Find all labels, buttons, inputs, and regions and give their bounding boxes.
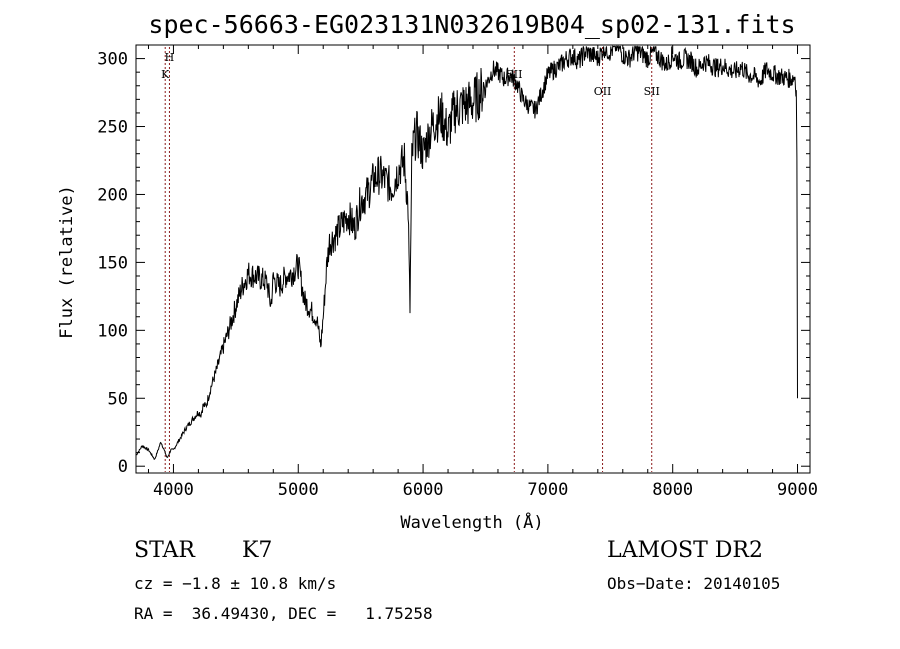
spectrum-chart: spec-56663-EG023131N032619B04_sp02-131.f… (57, 10, 818, 533)
coordinates: RA = 36.49430, DEC = 1.75258 (134, 604, 433, 623)
line-marker-label: K (161, 68, 170, 81)
line-marker-label: SII (644, 85, 660, 98)
y-tick-label: 150 (97, 253, 128, 273)
y-tick-label: 300 (97, 50, 128, 70)
line-marker-label: H (165, 51, 175, 64)
x-axis-label: Wavelength (Å) (400, 511, 543, 533)
y-tick-label: 0 (118, 457, 128, 477)
object-class: STAR (134, 538, 195, 563)
y-tick-label: 200 (97, 185, 128, 205)
y-tick-label: 50 (108, 389, 128, 409)
y-axis-label: Flux (relative) (57, 185, 77, 339)
x-tick-label: 5000 (278, 480, 319, 500)
survey-label: LAMOST DR2 (607, 538, 763, 563)
spectrum-series-line (135, 45, 798, 461)
y-tick-label: 100 (97, 321, 128, 341)
observation-date: Obs−Date: 20140105 (607, 574, 781, 593)
x-tick-label: 6000 (403, 480, 444, 500)
object-subclass: K7 (242, 538, 273, 563)
x-tick-label: 9000 (777, 480, 818, 500)
y-tick-label: 250 (97, 118, 128, 138)
x-tick-label: 4000 (153, 480, 194, 500)
plot-area: 4000 5000 6000 7000 8000 9000 0 50 100 150 200 250 3… (97, 44, 818, 500)
chart-title: spec-56663-EG023131N032619B04_sp02-131.f… (148, 10, 795, 39)
redshift-cz: cz = −1.8 ± 10.8 km/s (134, 574, 337, 593)
line-marker-label: OII (594, 85, 612, 98)
x-tick-label: 7000 (527, 480, 568, 500)
x-tick-label: 8000 (652, 480, 693, 500)
